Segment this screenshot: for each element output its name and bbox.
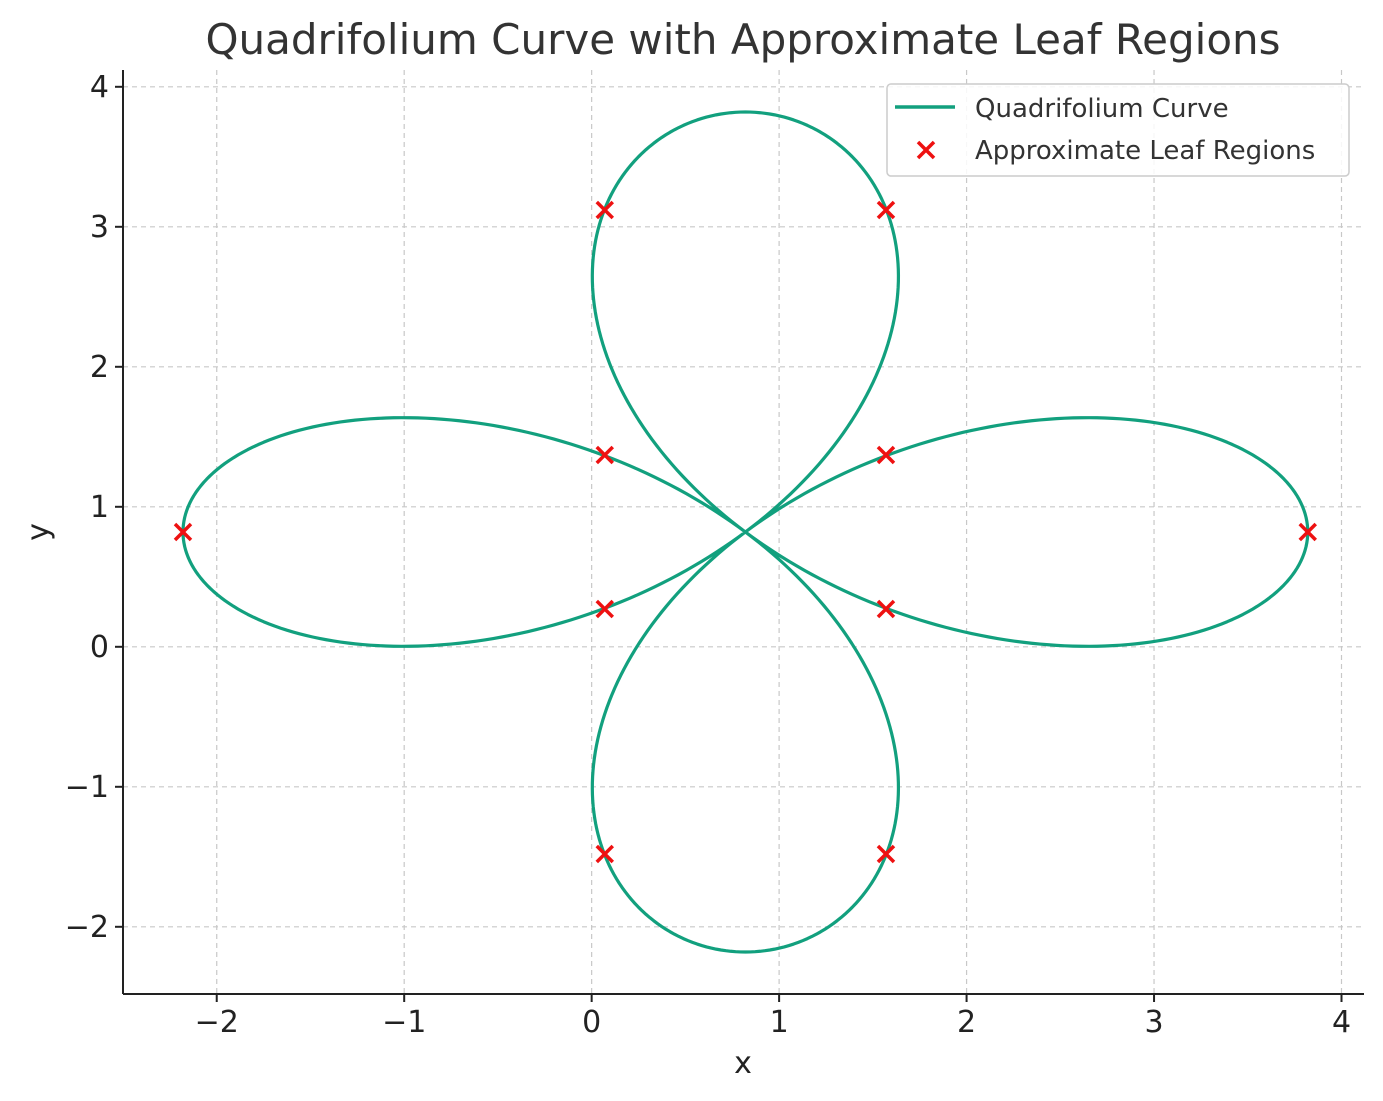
y-tick-label: 2 <box>90 350 109 385</box>
leaf-region-marker <box>876 200 896 220</box>
leaf-region-marker <box>876 445 896 465</box>
leaf-region-marker <box>173 522 193 542</box>
legend-label-curve: Quadrifolium Curve <box>975 94 1229 124</box>
grid <box>123 70 1364 994</box>
y-tick-label: −1 <box>65 770 109 805</box>
leaf-region-marker <box>876 599 896 619</box>
legend-box <box>886 83 1350 177</box>
x-tick-label: 3 <box>1144 1005 1163 1040</box>
y-axis-label: y <box>21 523 56 541</box>
leaf-region-marker <box>595 200 615 220</box>
legend: Quadrifolium Curve Approximate Leaf Regi… <box>886 83 1350 177</box>
x-ticks: −2 −1 0 1 2 3 4 <box>195 994 1351 1040</box>
x-axis-label: x <box>734 1046 752 1081</box>
y-tick-label: 4 <box>90 70 109 105</box>
x-tick-label: 1 <box>770 1005 789 1040</box>
leaf-region-marker <box>595 599 615 619</box>
x-tick-label: −1 <box>382 1005 426 1040</box>
plot-area <box>173 110 1317 954</box>
axes <box>122 70 1364 995</box>
x-tick-label: 0 <box>582 1005 601 1040</box>
quadrifolium-curve-line <box>181 110 1310 954</box>
x-tick-label: −2 <box>195 1005 239 1040</box>
legend-x-marker <box>916 140 936 160</box>
leaf-region-marker <box>876 844 896 864</box>
y-tick-label: 1 <box>90 490 109 525</box>
y-tick-label: 3 <box>90 210 109 245</box>
chart-title: Quadrifolium Curve with Approximate Leaf… <box>205 15 1280 64</box>
x-tick-label: 2 <box>957 1005 976 1040</box>
leaf-region-marker <box>595 445 615 465</box>
leaf-region-marker <box>1298 522 1317 542</box>
y-tick-label: 0 <box>90 630 109 665</box>
leaf-region-marker <box>595 844 615 864</box>
y-tick-label: −2 <box>65 910 109 945</box>
x-tick-label: 4 <box>1332 1005 1351 1040</box>
legend-marker-swatch <box>916 140 936 160</box>
y-ticks: −2 −1 0 1 2 3 4 <box>65 70 123 945</box>
legend-label-markers: Approximate Leaf Regions <box>975 136 1315 166</box>
